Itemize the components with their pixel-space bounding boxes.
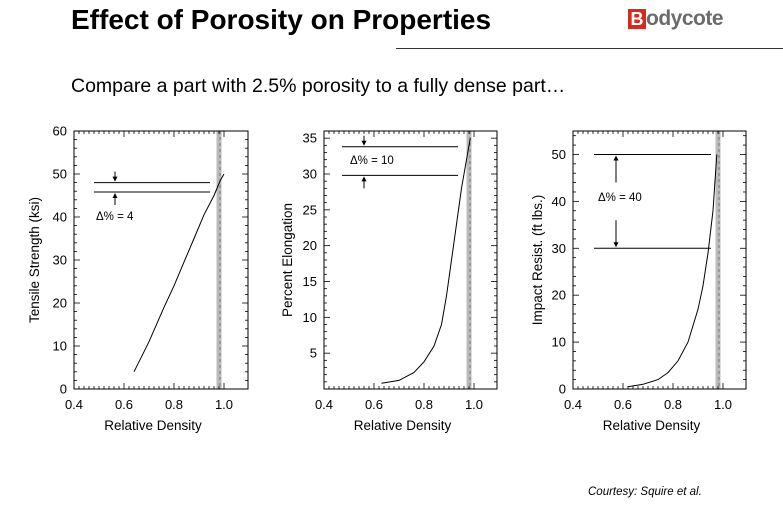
delta-annotation: Δ% = 40 [598, 192, 642, 204]
y-tick-label: 60 [53, 124, 67, 139]
x-tick-label: 0.6 [614, 397, 632, 412]
page-title: Effect of Porosity on Properties [71, 4, 492, 35]
courtesy-note: Courtesy: Squire et al. [588, 486, 702, 498]
logo-mark: B [628, 9, 646, 29]
y-tick-label: 10 [53, 339, 67, 354]
plot-frame [572, 130, 747, 390]
bodycote-logo: B odycote [628, 6, 724, 32]
data-series-line [627, 154, 718, 388]
subtitle: Compare a part with 2.5% porosity to a f… [71, 75, 566, 97]
delta-arrow-up [112, 193, 118, 199]
y-tick-label: 50 [552, 147, 566, 162]
y-axis-label: Tensile Strength (ksi) [27, 197, 42, 323]
x-tick-label: 0.4 [315, 397, 333, 412]
y-tick-label: 40 [552, 194, 566, 209]
x-tick-label: 0.8 [165, 397, 183, 412]
x-axis-label: Relative Density [354, 418, 452, 433]
delta-arrow-down [613, 242, 619, 248]
y-tick-label: 20 [552, 288, 566, 303]
x-tick-label: 0.8 [664, 397, 682, 412]
x-tick-label: 1.0 [215, 397, 233, 412]
delta-arrow-up [361, 176, 367, 182]
y-tick-label: 30 [303, 167, 317, 182]
data-series-line [381, 138, 471, 384]
logo-letter: B [630, 9, 644, 29]
y-tick-label: 25 [303, 202, 317, 217]
header-divider [396, 48, 783, 49]
y-tick-label: 15 [303, 274, 317, 289]
x-tick-label: 1.0 [465, 397, 483, 412]
delta-arrow-down [361, 140, 367, 146]
y-tick-label: 50 [53, 167, 67, 182]
porosity-band [466, 131, 472, 389]
data-series-line [133, 173, 225, 373]
y-tick-label: 20 [303, 238, 317, 253]
y-axis-label: Impact Resist. (ft lbs.) [530, 195, 545, 326]
x-axis-label: Relative Density [603, 418, 701, 433]
x-tick-label: 0.4 [564, 397, 582, 412]
y-tick-label: 10 [303, 310, 317, 325]
y-tick-label: 0 [559, 382, 566, 397]
x-tick-label: 0.6 [115, 397, 133, 412]
delta-arrow-down [112, 176, 118, 182]
delta-annotation: Δ% = 4 [96, 211, 134, 223]
x-tick-label: 0.6 [365, 397, 383, 412]
logo-text: odycote [646, 7, 724, 30]
y-tick-label: 10 [552, 335, 566, 350]
y-tick-label: 0 [60, 382, 67, 397]
y-tick-label: 30 [53, 253, 67, 268]
x-tick-label: 0.8 [415, 397, 433, 412]
y-axis-label: Percent Elongation [280, 203, 295, 317]
y-tick-label: 35 [303, 131, 317, 146]
x-tick-label: 0.4 [65, 397, 83, 412]
x-axis-label: Relative Density [104, 418, 202, 433]
y-tick-label: 30 [552, 241, 566, 256]
delta-arrow-up [613, 155, 619, 161]
delta-annotation: Δ% = 10 [350, 155, 394, 167]
porosity-band [715, 131, 721, 389]
porosity-band [216, 131, 222, 389]
x-tick-label: 1.0 [714, 397, 732, 412]
y-tick-label: 5 [310, 346, 317, 361]
y-tick-label: 40 [53, 210, 67, 225]
y-tick-label: 20 [53, 296, 67, 311]
